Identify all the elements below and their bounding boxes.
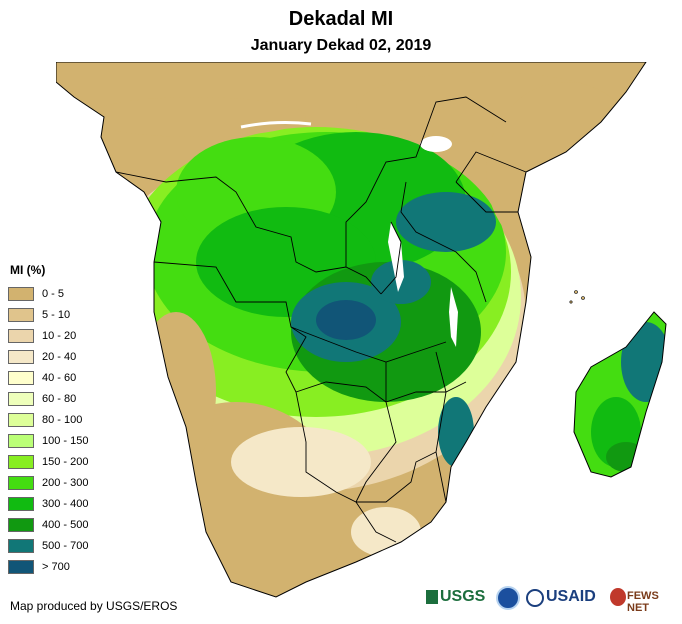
mainland	[56, 62, 646, 597]
usaid-logo: USAID	[526, 586, 606, 612]
legend-label: 80 - 100	[42, 413, 83, 426]
legend-item: 400 - 500	[8, 514, 128, 535]
africa-moisture-map	[56, 62, 667, 598]
usgs-logo-text: USGS	[440, 588, 486, 605]
legend-label: > 700	[42, 560, 70, 573]
legend-item: 500 - 700	[8, 535, 128, 556]
legend-swatch	[8, 454, 34, 469]
legend-swatch	[8, 496, 34, 511]
usaid-logo-text: USAID	[546, 588, 596, 605]
legend-item: 80 - 100	[8, 409, 128, 430]
madagascar	[574, 312, 666, 477]
noaa-logo	[496, 586, 520, 610]
legend-swatch	[8, 370, 34, 385]
fewsnet-logo-text: FEWS NET	[627, 590, 659, 614]
map-title: Dekadal MI	[288, 8, 394, 30]
legend-label: 10 - 20	[42, 329, 77, 342]
partner-logos: USGS USAID FEWS NET	[426, 584, 676, 616]
legend-swatch	[8, 475, 34, 490]
legend-item: 200 - 300	[8, 472, 128, 493]
legend-item: > 700	[8, 556, 128, 577]
legend-item: 10 - 20	[8, 325, 128, 346]
legend-label: 100 - 150	[42, 434, 89, 447]
legend-swatch	[8, 412, 34, 427]
legend-label: 20 - 40	[42, 350, 77, 363]
legend-label: 300 - 400	[42, 497, 89, 510]
legend-item: 60 - 80	[8, 388, 128, 409]
legend-swatch	[8, 517, 34, 532]
legend-swatch	[8, 349, 34, 364]
legend-swatch	[8, 538, 34, 553]
legend-item: 150 - 200	[8, 451, 128, 472]
legend-label: 200 - 300	[42, 476, 89, 489]
legend-item: 100 - 150	[8, 430, 128, 451]
legend-label: 0 - 5	[42, 287, 65, 300]
legend-swatch	[8, 328, 34, 343]
legend-label: 400 - 500	[42, 518, 89, 531]
credit-text: Map produced by USGS/EROS	[10, 599, 178, 613]
legend-swatch	[8, 433, 34, 448]
legend-item: 20 - 40	[8, 346, 128, 367]
legend-item: 40 - 60	[8, 367, 128, 388]
legend-label: 150 - 200	[42, 455, 89, 468]
legend: MI (%) 0 - 5 5 - 10 10 - 20 20 - 40 40 - 60 6…	[8, 263, 128, 577]
map-subtitle: January Dekad 02, 2019	[250, 37, 432, 54]
comoros-islands	[569, 290, 585, 304]
legend-swatch	[8, 307, 34, 322]
fewsnet-logo: FEWS NET	[610, 586, 676, 614]
legend-label: 60 - 80	[42, 392, 77, 405]
country-borders	[115, 96, 527, 543]
legend-label: 40 - 60	[42, 371, 77, 384]
legend-title: MI (%)	[10, 263, 46, 277]
legend-swatch	[8, 391, 34, 406]
legend-swatch	[8, 286, 34, 301]
legend-item: 300 - 400	[8, 493, 128, 514]
legend-swatch	[8, 559, 34, 574]
legend-item: 0 - 5	[8, 283, 128, 304]
legend-rows: 0 - 5 5 - 10 10 - 20 20 - 40 40 - 60 60 - 80 8…	[8, 283, 128, 577]
legend-item: 5 - 10	[8, 304, 128, 325]
usgs-logo: USGS	[426, 586, 492, 612]
legend-label: 5 - 10	[42, 308, 71, 321]
legend-label: 500 - 700	[42, 539, 89, 552]
